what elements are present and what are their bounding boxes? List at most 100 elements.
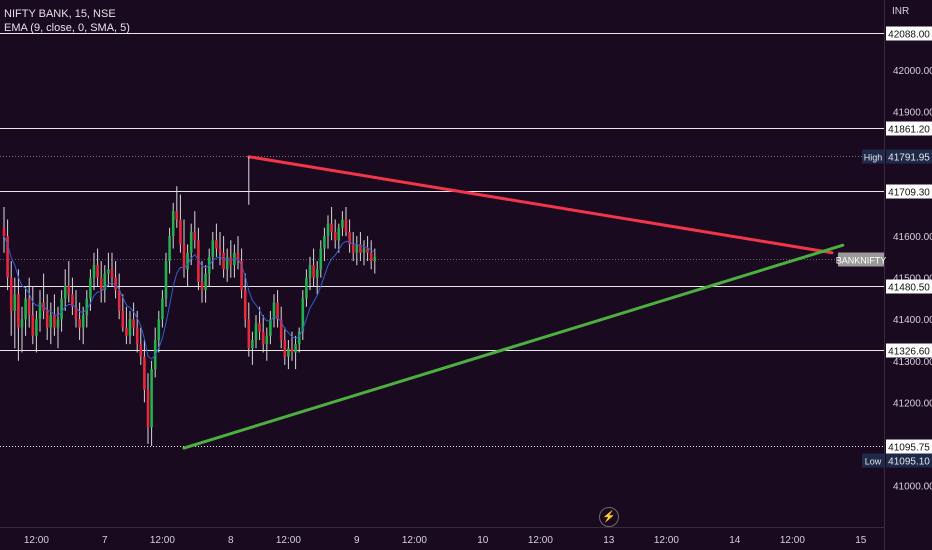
candle-down[interactable] [222, 252, 225, 270]
candle-up[interactable] [287, 348, 290, 357]
candle-down[interactable] [366, 248, 369, 253]
candle-down[interactable] [121, 310, 125, 328]
candle-up[interactable] [85, 298, 89, 316]
candle-up[interactable] [38, 302, 42, 320]
candle-up[interactable] [24, 298, 27, 320]
candle-down[interactable] [283, 339, 287, 357]
candle-down[interactable] [200, 281, 204, 291]
candle-down[interactable] [99, 277, 103, 291]
candle-down[interactable] [53, 315, 56, 328]
candle-up[interactable] [63, 285, 67, 299]
candle-down[interactable] [67, 285, 71, 295]
replay-icon[interactable]: ⚡ [599, 507, 619, 527]
candle-up[interactable] [305, 277, 308, 299]
candle-up[interactable] [308, 265, 312, 278]
candle-down[interactable] [9, 277, 13, 311]
candle-down[interactable] [290, 348, 294, 353]
candle-up[interactable] [13, 294, 17, 311]
candle-down[interactable] [125, 327, 128, 336]
candle-up[interactable] [315, 269, 319, 278]
candle-up[interactable] [373, 256, 377, 262]
candle-down[interactable] [333, 231, 337, 241]
candle-down[interactable] [359, 244, 362, 253]
candle-up[interactable] [301, 298, 305, 332]
candle-up[interactable] [265, 335, 269, 345]
candle-up[interactable] [81, 315, 85, 328]
candle-down[interactable] [78, 319, 81, 328]
candle-down[interactable] [261, 331, 265, 345]
candle-up[interactable] [297, 331, 301, 345]
candle-down[interactable] [74, 306, 78, 320]
candle-down[interactable] [135, 327, 139, 345]
candle-down[interactable] [146, 389, 150, 428]
trendline-resistance[interactable] [247, 155, 834, 255]
candle-down[interactable] [31, 315, 35, 336]
candle-up[interactable] [341, 219, 344, 228]
candle-up[interactable] [326, 223, 330, 237]
candle-down[interactable] [229, 256, 233, 266]
candle-up[interactable] [107, 269, 110, 274]
candle-up[interactable] [211, 240, 215, 257]
candle-up[interactable] [337, 227, 341, 241]
candle-up[interactable] [20, 319, 24, 328]
candle-up[interactable] [294, 344, 297, 353]
candle-up[interactable] [60, 298, 63, 320]
candle-up[interactable] [355, 244, 359, 253]
candle-down[interactable] [330, 223, 333, 232]
candle-down[interactable] [17, 294, 20, 328]
candle-down[interactable] [182, 244, 186, 270]
candle-up[interactable] [204, 273, 207, 291]
candle-down[interactable] [132, 319, 135, 328]
candle-down[interactable] [45, 310, 49, 328]
candle-down[interactable] [110, 269, 114, 278]
candle-down[interactable] [139, 344, 143, 357]
candle-up[interactable] [103, 273, 107, 291]
candle-up[interactable] [89, 277, 92, 299]
trendline-support[interactable] [182, 243, 845, 450]
candle-up[interactable] [225, 256, 229, 270]
candle-up[interactable] [164, 261, 168, 299]
candle-down[interactable] [279, 319, 283, 340]
candle-down[interactable] [369, 252, 373, 262]
candle-down[interactable] [179, 219, 182, 245]
candle-up[interactable] [251, 339, 254, 349]
candle-down[interactable] [215, 240, 218, 249]
candle-up[interactable] [319, 248, 323, 270]
candle-down[interactable] [218, 248, 222, 253]
candle-up[interactable] [362, 248, 366, 253]
candle-down[interactable] [117, 290, 121, 311]
candle-down[interactable] [243, 290, 247, 320]
candle-down[interactable] [276, 302, 279, 320]
candle-down[interactable] [351, 244, 355, 253]
candle-up[interactable] [272, 302, 276, 320]
candle-up[interactable] [186, 252, 189, 270]
candle-down[interactable] [258, 323, 261, 332]
candle-down[interactable] [247, 319, 251, 349]
candle-down[interactable] [197, 240, 200, 282]
candle-down[interactable] [6, 236, 9, 278]
candle-down[interactable] [348, 231, 351, 245]
candle-up[interactable] [189, 231, 193, 253]
candle-up[interactable] [254, 323, 258, 340]
candle-down[interactable] [344, 219, 348, 232]
candle-down[interactable] [27, 298, 31, 316]
candle-down[interactable] [240, 261, 243, 291]
candle-down[interactable] [143, 356, 146, 390]
candle-up[interactable] [161, 298, 164, 320]
candle-up[interactable] [171, 211, 175, 237]
candle-up[interactable] [157, 319, 161, 340]
candle-down[interactable] [193, 231, 197, 241]
candle-up[interactable] [323, 236, 326, 249]
candle-up[interactable] [128, 319, 132, 336]
candle-down[interactable] [71, 294, 74, 307]
candle-down[interactable] [236, 252, 240, 262]
candle-up[interactable] [92, 265, 96, 278]
candle-up[interactable] [168, 236, 171, 262]
candle-up[interactable] [269, 319, 272, 336]
candle-up[interactable] [49, 315, 53, 328]
candle-down[interactable] [2, 227, 6, 237]
candle-down[interactable] [175, 211, 179, 220]
candle-up[interactable] [150, 369, 153, 428]
